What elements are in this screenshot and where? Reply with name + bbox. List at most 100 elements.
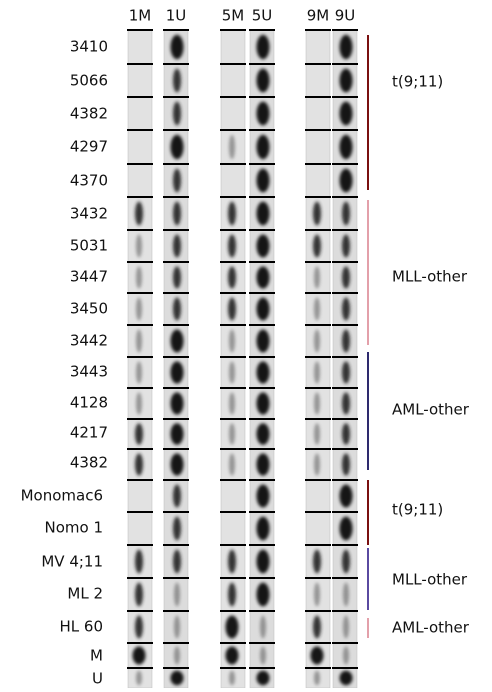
band bbox=[174, 647, 180, 665]
band bbox=[314, 329, 320, 352]
band bbox=[173, 102, 181, 126]
band bbox=[171, 423, 184, 445]
lane-cell bbox=[128, 30, 152, 64]
band bbox=[342, 297, 350, 320]
row-label: 4382 bbox=[70, 454, 108, 472]
band bbox=[340, 517, 353, 541]
row-label: MV 4;11 bbox=[41, 553, 103, 571]
band bbox=[314, 392, 320, 414]
band bbox=[340, 35, 353, 59]
band bbox=[135, 583, 143, 607]
lane-cell bbox=[221, 480, 245, 512]
band bbox=[340, 102, 353, 126]
lane-cell bbox=[221, 64, 245, 97]
group-label: t(9;11) bbox=[392, 501, 443, 519]
band bbox=[136, 361, 142, 383]
row-label: 3443 bbox=[70, 363, 108, 381]
row-label: Nomo 1 bbox=[45, 519, 104, 537]
band bbox=[136, 329, 142, 352]
row-label: Monomac6 bbox=[21, 487, 103, 505]
lane-cell bbox=[306, 97, 330, 130]
row-label: 4382 bbox=[70, 105, 108, 123]
band bbox=[136, 671, 142, 685]
band bbox=[229, 453, 235, 475]
band bbox=[173, 550, 181, 574]
band bbox=[342, 266, 350, 288]
band bbox=[174, 583, 180, 607]
band bbox=[257, 329, 270, 352]
band bbox=[343, 647, 349, 665]
band bbox=[136, 297, 142, 320]
band bbox=[257, 583, 270, 607]
band bbox=[342, 329, 350, 352]
lane-cell bbox=[306, 130, 330, 164]
group-label: AML-other bbox=[392, 619, 470, 637]
column-header: 5U bbox=[252, 7, 273, 25]
band bbox=[228, 583, 236, 607]
lane-cell bbox=[306, 164, 330, 197]
band bbox=[314, 423, 320, 445]
row-label: 5031 bbox=[70, 237, 108, 255]
row-label: 3410 bbox=[70, 38, 108, 56]
band bbox=[229, 135, 235, 159]
band bbox=[228, 297, 236, 320]
band bbox=[342, 453, 350, 475]
band bbox=[257, 202, 270, 226]
band bbox=[313, 615, 321, 638]
band bbox=[173, 69, 181, 93]
group-label: AML-other bbox=[392, 401, 470, 419]
band bbox=[173, 169, 181, 193]
row-label: M bbox=[90, 647, 103, 665]
band bbox=[171, 361, 184, 383]
band bbox=[313, 234, 321, 257]
band bbox=[314, 266, 320, 288]
row-label: 4217 bbox=[70, 424, 108, 442]
group-label: MLL-other bbox=[392, 571, 468, 589]
band bbox=[136, 234, 142, 257]
band bbox=[135, 423, 143, 445]
band bbox=[171, 671, 184, 685]
band bbox=[229, 423, 235, 445]
band bbox=[226, 615, 239, 638]
band bbox=[314, 361, 320, 383]
band bbox=[342, 234, 350, 257]
band bbox=[173, 266, 181, 288]
band bbox=[257, 517, 270, 541]
column-header: 5M bbox=[222, 7, 245, 25]
band bbox=[343, 615, 349, 638]
column-header: 1U bbox=[166, 7, 187, 25]
band bbox=[342, 550, 350, 574]
band bbox=[257, 361, 270, 383]
page: 1M1U5M5U9M9U3410506643824297437034325031… bbox=[0, 0, 492, 688]
band bbox=[257, 484, 270, 507]
row-label: HL 60 bbox=[60, 618, 104, 636]
lane-cell bbox=[306, 64, 330, 97]
band bbox=[257, 234, 270, 257]
column-header: 9U bbox=[335, 7, 356, 25]
band bbox=[229, 329, 235, 352]
band bbox=[133, 647, 146, 665]
band bbox=[229, 671, 235, 685]
band bbox=[314, 453, 320, 475]
band bbox=[257, 135, 270, 159]
band bbox=[314, 671, 320, 685]
band bbox=[173, 484, 181, 507]
lane-cell bbox=[221, 97, 245, 130]
band bbox=[257, 453, 270, 475]
lane-cell bbox=[221, 164, 245, 197]
band bbox=[228, 202, 236, 226]
column-header: 1M bbox=[129, 7, 152, 25]
band bbox=[229, 392, 235, 414]
band bbox=[260, 647, 266, 665]
column-header: 9M bbox=[307, 7, 330, 25]
lane-cell bbox=[128, 97, 152, 130]
band bbox=[314, 297, 320, 320]
lane-cell bbox=[306, 30, 330, 64]
lane-cell bbox=[128, 512, 152, 545]
band bbox=[171, 135, 184, 159]
band bbox=[257, 550, 270, 574]
lane-cell bbox=[128, 164, 152, 197]
band bbox=[257, 169, 270, 193]
row-label: ML 2 bbox=[67, 585, 103, 603]
band bbox=[342, 202, 350, 226]
